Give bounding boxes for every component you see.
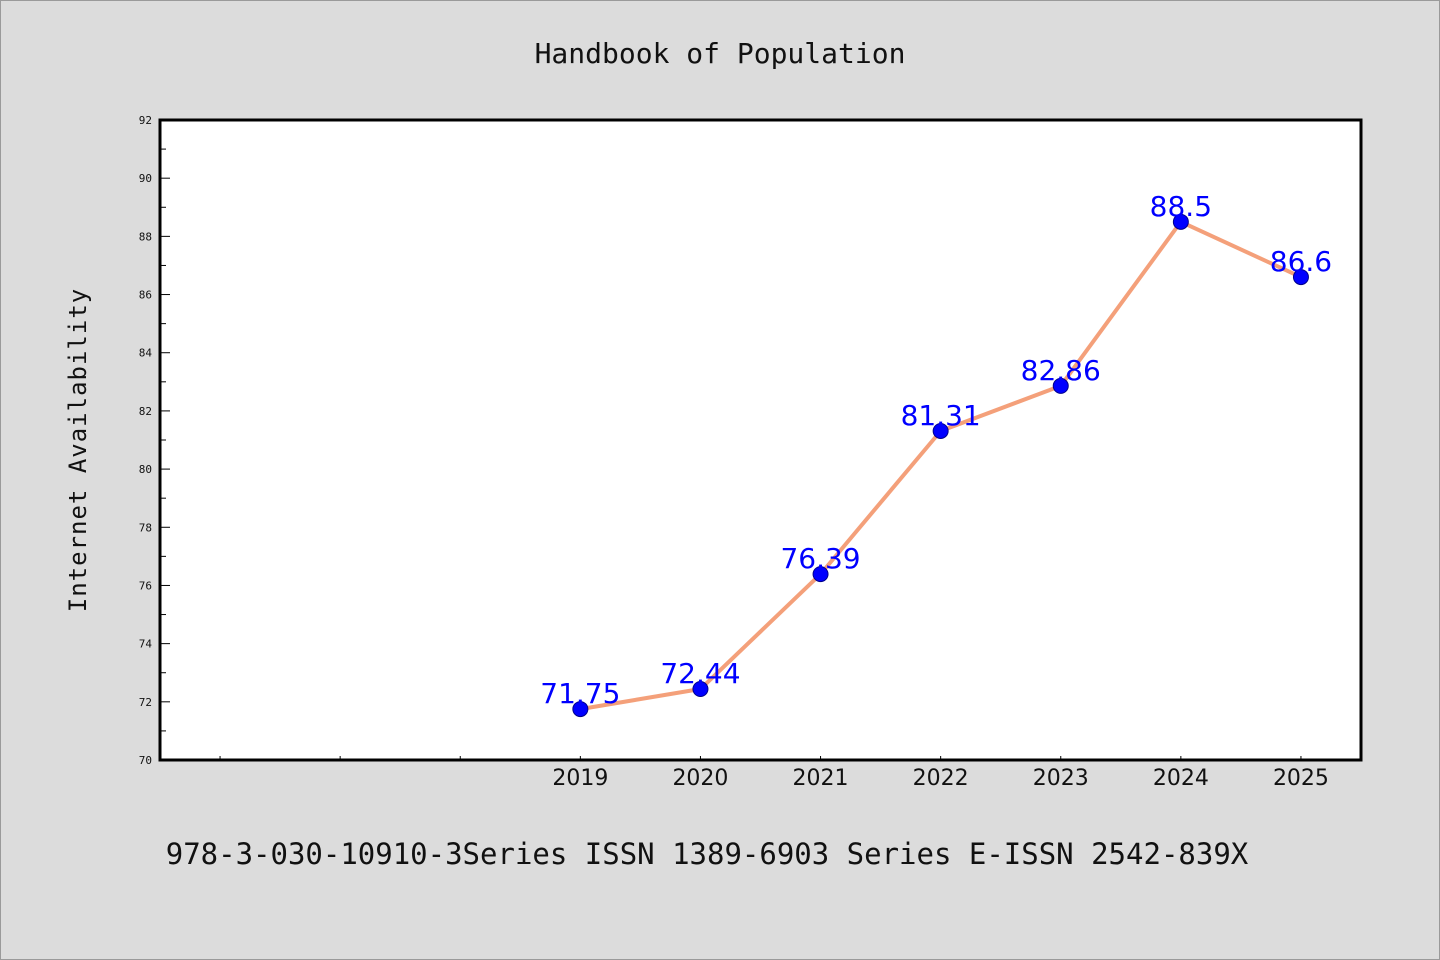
data-point [1292,269,1309,286]
data-point [572,701,589,718]
data-labels: 71.75 72.44 76.39 81.31 82.86 88.5 86.6 [540,190,1332,710]
data-point [812,566,829,583]
x-tick-label: 2021 [793,766,849,791]
y-tick-label: 72 [139,696,152,709]
data-label: 72.44 [660,657,740,690]
data-label: 88.5 [1150,190,1212,223]
data-point [1172,213,1189,230]
y-tick-label: 92 [139,114,152,127]
data-label: 71.75 [540,677,620,710]
data-point [692,681,709,698]
x-tick-label: 2020 [672,766,728,791]
y-tick-label: 88 [139,230,152,243]
plot-area [160,120,1361,760]
x-tick-label: 2019 [552,766,608,791]
x-tick-label: 2022 [913,766,969,791]
y-tick-label: 90 [139,172,152,185]
footer-isbn: 978-3-030-10910-3Series ISSN 1389-6903 S… [166,837,1249,871]
data-label: 82.86 [1021,354,1101,387]
y-tick-label: 78 [139,521,152,534]
x-tick-label: 2024 [1153,766,1209,791]
x-tick-label: 2025 [1273,766,1329,791]
y-tick-label: 80 [139,463,152,476]
series-markers [572,213,1309,718]
y-tick-label: 70 [139,754,152,767]
chart-title: Handbook of Population [535,37,906,70]
data-label: 81.31 [901,399,981,432]
data-label: 76.39 [780,542,860,575]
y-tick-label: 86 [139,289,152,302]
y-tick-label: 82 [139,405,152,418]
y-axis: 70 72 74 76 78 80 82 84 86 88 90 92 [139,114,170,767]
x-axis: 2019 2020 2021 2022 2023 2024 2025 [219,756,1329,791]
y-tick-label: 76 [139,579,152,592]
y-tick-label: 74 [139,638,153,651]
y-axis-label: Internet Availability [64,288,92,612]
data-point [932,422,949,439]
y-tick-label: 84 [139,347,153,360]
x-tick-label: 2023 [1033,766,1089,791]
data-point [1052,377,1069,394]
plot-border [158,118,1363,762]
data-label: 86.6 [1270,245,1332,278]
